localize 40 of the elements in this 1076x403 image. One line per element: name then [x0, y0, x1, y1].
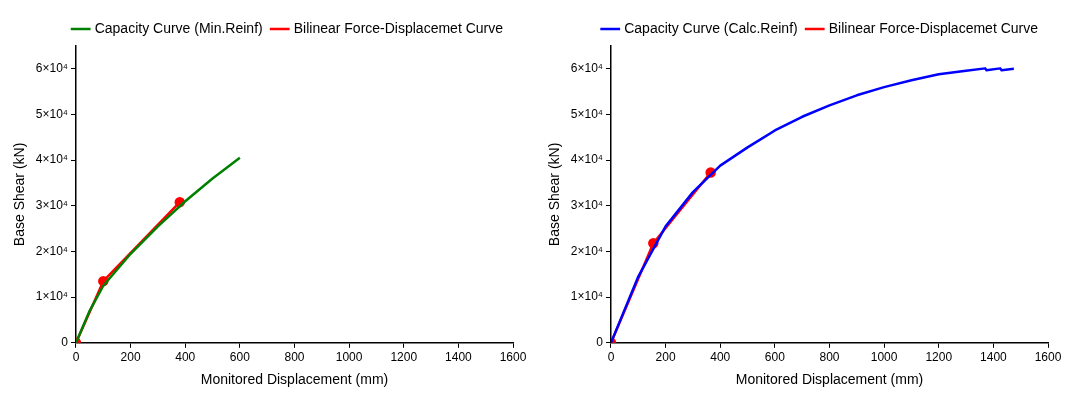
y-tick-label: 0	[596, 335, 604, 350]
x-tick-label: 400	[710, 350, 731, 365]
x-tick-label: 0	[72, 350, 80, 365]
x-tick-label: 1200	[925, 350, 953, 365]
legend-label: Capacity Curve (Calc.Reinf)	[624, 19, 798, 36]
y-axis-title: Base Shear (kN)	[546, 142, 563, 247]
y-tick-label: 6×10⁴	[570, 61, 603, 76]
x-tick-label: 600	[764, 350, 786, 365]
legend-label: Bilinear Force-Displacemet Curve	[828, 19, 1039, 36]
x-tick-label: 200	[655, 350, 676, 365]
x-axis-title: Monitored Displacement (mm)	[200, 371, 389, 388]
x-tick-label: 800	[284, 350, 305, 365]
x-tick-label: 0	[607, 350, 615, 365]
y-tick-label: 6×10⁴	[35, 61, 68, 76]
x-tick-label: 1600	[499, 350, 527, 365]
x-tick-label: 1000	[870, 350, 898, 365]
y-tick-label: 5×10⁴	[35, 106, 68, 121]
y-axis-title: Base Shear (kN)	[11, 142, 28, 247]
y-tick-label: 4×10⁴	[35, 152, 68, 167]
y-tick-label: 1×10⁴	[570, 289, 603, 304]
y-tick-label: 2×10⁴	[35, 243, 68, 258]
y-tick-label: 2×10⁴	[570, 243, 603, 258]
x-tick-label: 800	[819, 350, 840, 365]
x-tick-label: 1200	[390, 350, 418, 365]
x-tick-label: 600	[229, 350, 251, 365]
legend-label: Capacity Curve (Min.Reinf)	[94, 19, 263, 36]
legend-label: Bilinear Force-Displacemet Curve	[293, 19, 504, 36]
x-axis-title: Monitored Displacement (mm)	[735, 371, 924, 388]
x-tick-label: 400	[175, 350, 196, 365]
x-tick-label: 1000	[335, 350, 363, 365]
x-tick-label: 200	[120, 350, 141, 365]
x-tick-label: 1600	[1034, 350, 1062, 365]
y-tick-label: 4×10⁴	[570, 152, 603, 167]
y-tick-label: 3×10⁴	[35, 198, 68, 213]
y-tick-label: 1×10⁴	[35, 289, 68, 304]
x-tick-label: 1400	[445, 350, 473, 365]
y-tick-label: 0	[61, 335, 69, 350]
y-tick-label: 3×10⁴	[570, 198, 603, 213]
x-tick-label: 1400	[980, 350, 1008, 365]
y-tick-label: 5×10⁴	[570, 106, 603, 121]
